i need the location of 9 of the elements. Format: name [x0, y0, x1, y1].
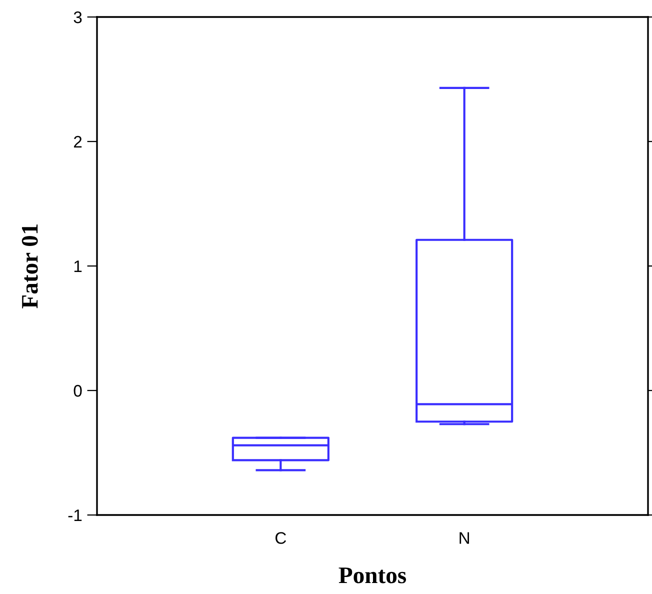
x-tick-label: C	[275, 532, 286, 544]
y-tick-label: 1	[74, 260, 82, 272]
y-axis-title: Fator 01	[22, 224, 38, 308]
x-axis-title: Pontos	[338, 568, 406, 584]
x-tick-label: N	[460, 532, 469, 544]
y-tick-label: 3	[74, 11, 82, 24]
y-tick-label: 0	[74, 384, 82, 397]
y-tick-label: -1	[68, 510, 82, 522]
y-tick-label: 2	[74, 136, 82, 148]
